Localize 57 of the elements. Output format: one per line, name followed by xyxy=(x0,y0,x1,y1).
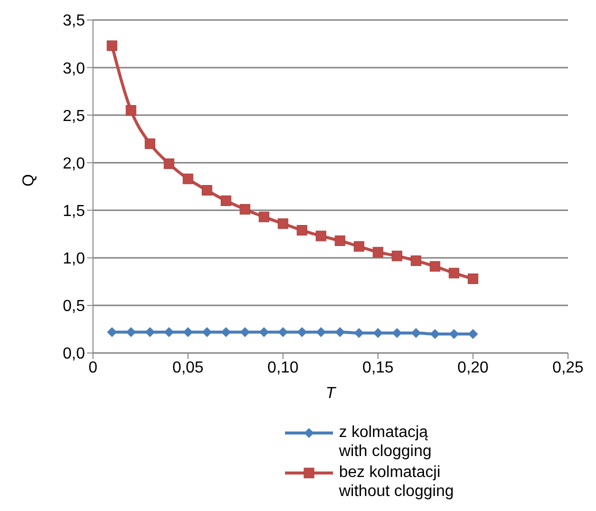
point xyxy=(354,328,364,338)
x-tick-label: 0,05 xyxy=(172,359,204,376)
point xyxy=(372,246,384,258)
point xyxy=(278,218,288,229)
point xyxy=(240,327,250,338)
point xyxy=(296,225,308,236)
y-tick-label: 0,0 xyxy=(62,346,86,363)
point xyxy=(373,328,383,338)
point xyxy=(468,274,478,284)
point xyxy=(202,185,212,196)
x-tick-label: 0 xyxy=(88,359,98,376)
point xyxy=(145,327,155,338)
point xyxy=(107,327,117,338)
point xyxy=(278,327,288,338)
point xyxy=(430,261,440,272)
point xyxy=(410,255,422,266)
point xyxy=(202,327,212,338)
y-tick-label: 1,0 xyxy=(62,250,86,268)
x-tick-label: 0,15 xyxy=(362,359,394,376)
point xyxy=(182,174,194,184)
legend-label: bez kolmatacji without clogging xyxy=(339,463,454,501)
point xyxy=(259,327,269,338)
point xyxy=(316,230,326,242)
point xyxy=(106,40,118,51)
point xyxy=(164,158,174,169)
point xyxy=(240,204,250,215)
y-tick-label: 1,5 xyxy=(62,202,86,220)
point xyxy=(258,212,270,222)
point xyxy=(164,327,174,338)
y-tick-label: 2,5 xyxy=(62,108,86,125)
point xyxy=(430,328,440,339)
point xyxy=(468,328,478,339)
point xyxy=(221,327,231,338)
x-axis-title: T xyxy=(326,385,337,402)
point xyxy=(411,328,421,338)
point xyxy=(126,327,136,338)
point xyxy=(126,105,136,116)
point xyxy=(335,327,345,338)
point xyxy=(334,235,346,246)
point xyxy=(183,327,193,338)
y-tick-label: 3,0 xyxy=(62,60,86,78)
y-axis-title: Q xyxy=(20,174,38,186)
point xyxy=(316,327,326,338)
point xyxy=(144,138,156,149)
x-tick-label: 0,20 xyxy=(457,359,489,376)
point xyxy=(220,196,232,206)
point xyxy=(448,268,460,278)
point xyxy=(297,327,307,338)
x-tick-label: 0,25 xyxy=(552,359,584,376)
point xyxy=(392,250,402,262)
y-tick-label: 3,5 xyxy=(62,12,86,30)
y-tick-label: 2,0 xyxy=(62,155,86,172)
point xyxy=(392,328,402,338)
y-tick-label: 0,5 xyxy=(62,298,86,316)
point xyxy=(354,241,364,252)
x-tick-label: 0,10 xyxy=(267,359,299,376)
point xyxy=(449,328,459,339)
